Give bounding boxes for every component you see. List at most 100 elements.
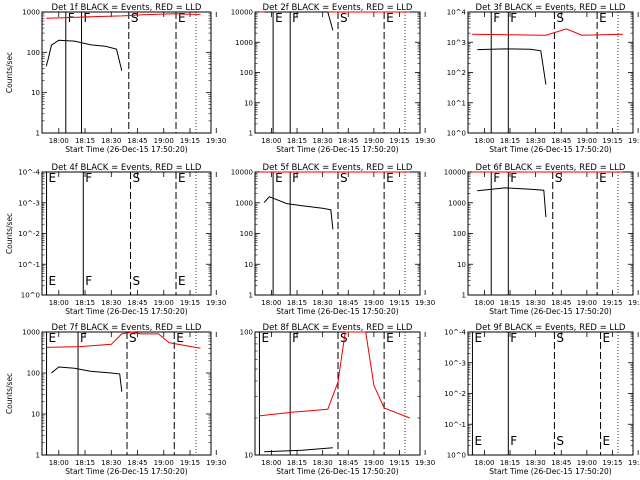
x-tick-label: 18:45 xyxy=(338,459,358,467)
x-tick-label: 19:00 xyxy=(577,137,597,145)
x-tick-label: 18:15 xyxy=(287,137,307,145)
y-tick-label: 100 xyxy=(240,69,253,77)
flag-label-top: E xyxy=(49,171,57,185)
x-axis-label: Start Time (26-Dec-15 17:50:20) xyxy=(489,145,611,154)
y-tick-label: 10^0 xyxy=(447,130,466,138)
flag-label-top: F xyxy=(292,171,299,185)
detector-panel: Det 8f BLACK = Events, RED = LLD 10 100 18:… xyxy=(240,323,436,476)
x-tick-label: 18:45 xyxy=(551,299,571,307)
plot-frame xyxy=(41,171,212,296)
x-tick-label: 18:00 xyxy=(474,137,494,145)
x-tick-label: 19:15 xyxy=(180,459,200,467)
x-tick-label: 19:30 xyxy=(628,459,640,467)
x-tick-label: 18:30 xyxy=(526,299,546,307)
y-tick-label: 10 xyxy=(244,99,253,107)
flag-label-top: F xyxy=(493,171,500,185)
y-tick-label: 10^-4 xyxy=(444,329,466,337)
y-axis-label: Counts/sec xyxy=(5,52,14,93)
flag-label-top: E xyxy=(49,331,57,345)
y-tick-label: 10^0 xyxy=(447,452,466,460)
panel-title: Det 7f BLACK = Events, RED = LLD xyxy=(52,323,202,333)
panel-title: Det 8f BLACK = Events, RED = LLD xyxy=(263,323,413,333)
series-events-line xyxy=(264,447,333,453)
flag-label-top: F xyxy=(510,11,517,25)
x-tick-label: 18:30 xyxy=(526,137,546,145)
flag-label-bottom: E xyxy=(49,274,57,288)
flag-label-top: S xyxy=(131,11,139,25)
x-tick-label: 18:30 xyxy=(526,459,546,467)
detector-panel: Det 6f BLACK = Events, RED = LLD 1 10 100 10… xyxy=(444,163,640,316)
x-tick-label: 18:30 xyxy=(101,299,121,307)
flag-label-top: S xyxy=(340,171,348,185)
x-tick-label: 19:15 xyxy=(389,137,409,145)
detector-panel: Det 5f BLACK = Events, RED = LLD 1 10 100 10… xyxy=(231,163,435,316)
detector-panel: Det 4f BLACK = Events, RED = LLD 10^0 10^-… xyxy=(5,163,226,316)
flag-label-bottom: E xyxy=(474,434,482,448)
x-tick-label: 18:45 xyxy=(338,137,358,145)
x-tick-label: 19:15 xyxy=(389,459,409,467)
plot-frame xyxy=(467,171,634,296)
x-tick-label: 18:00 xyxy=(49,459,69,467)
flag-label-top: E xyxy=(275,11,283,25)
x-axis-label: Start Time (26-Dec-15 17:50:20) xyxy=(489,467,611,476)
plot-frame xyxy=(254,331,421,456)
x-axis-label: Start Time (26-Dec-15 17:50:20) xyxy=(65,307,187,316)
series-lld-line xyxy=(46,13,201,19)
flag-label-top: E xyxy=(599,171,607,185)
plot-frame xyxy=(41,331,212,456)
x-tick-label: 18:15 xyxy=(75,459,95,467)
flag-label-top: F xyxy=(84,11,91,25)
y-tick-label: 1 xyxy=(462,292,466,300)
y-tick-label: 10^4 xyxy=(447,9,467,17)
flag-label-bottom: F xyxy=(85,274,92,288)
y-tick-label: 1000 xyxy=(22,9,40,17)
flag-label-top: E xyxy=(603,331,611,345)
x-tick-label: 19:15 xyxy=(389,299,409,307)
flag-label-top: S xyxy=(556,331,564,345)
panel-title: Det 6f BLACK = Events, RED = LLD xyxy=(476,163,626,173)
x-tick-label: 19:15 xyxy=(180,137,200,145)
y-tick-label: 10000 xyxy=(231,9,253,17)
panel-title: Det 4f BLACK = Events, RED = LLD xyxy=(52,163,202,173)
x-tick-label: 19:30 xyxy=(415,459,435,467)
y-tick-label: 1000 xyxy=(235,39,253,47)
x-tick-label: 19:15 xyxy=(602,459,622,467)
flag-label-top: E xyxy=(275,171,283,185)
panel-title: Det 3f BLACK = Events, RED = LLD xyxy=(476,3,626,13)
y-tick-label: 100 xyxy=(27,49,40,57)
flag-label-top: S xyxy=(556,11,564,25)
y-tick-label: 10^2 xyxy=(447,69,466,77)
flag-label-top: F xyxy=(292,331,299,345)
y-tick-label: 10 xyxy=(244,452,253,460)
y-tick-label: 10^1 xyxy=(447,99,466,107)
y-tick-label: 10^3 xyxy=(447,39,466,47)
x-tick-label: 18:00 xyxy=(261,299,281,307)
y-tick-label: 100 xyxy=(27,370,40,378)
flag-label-top: E xyxy=(178,11,186,25)
x-tick-label: 18:30 xyxy=(101,459,121,467)
x-tick-label: 19:30 xyxy=(206,459,226,467)
flag-label-top: S xyxy=(133,171,141,185)
x-tick-label: 18:00 xyxy=(261,137,281,145)
y-tick-label: 10 xyxy=(457,261,466,269)
panel-title: Det 9f BLACK = Events, RED = LLD xyxy=(476,323,626,333)
y-tick-label: 1 xyxy=(249,130,253,138)
detector-panel: Det 2f BLACK = Events, RED = LLD 1 10 100 10… xyxy=(231,3,435,154)
y-tick-label: 100 xyxy=(240,329,253,337)
x-tick-label: 19:00 xyxy=(154,299,174,307)
y-tick-label: 10^-2 xyxy=(444,390,466,398)
x-axis-label: Start Time (26-Dec-15 17:50:20) xyxy=(65,467,187,476)
x-tick-label: 19:15 xyxy=(180,299,200,307)
y-tick-label: 1 xyxy=(36,452,40,460)
y-tick-label: 10 xyxy=(31,89,40,97)
x-tick-label: 18:00 xyxy=(474,299,494,307)
x-tick-label: 18:45 xyxy=(127,459,147,467)
x-tick-label: 19:30 xyxy=(415,299,435,307)
flag-label-top: F xyxy=(80,331,87,345)
x-axis-label: Start Time (26-Dec-15 17:50:20) xyxy=(276,307,398,316)
x-tick-label: 19:00 xyxy=(154,137,174,145)
series-events-line xyxy=(477,48,547,85)
x-tick-label: 18:45 xyxy=(551,137,571,145)
x-tick-label: 18:45 xyxy=(338,299,358,307)
